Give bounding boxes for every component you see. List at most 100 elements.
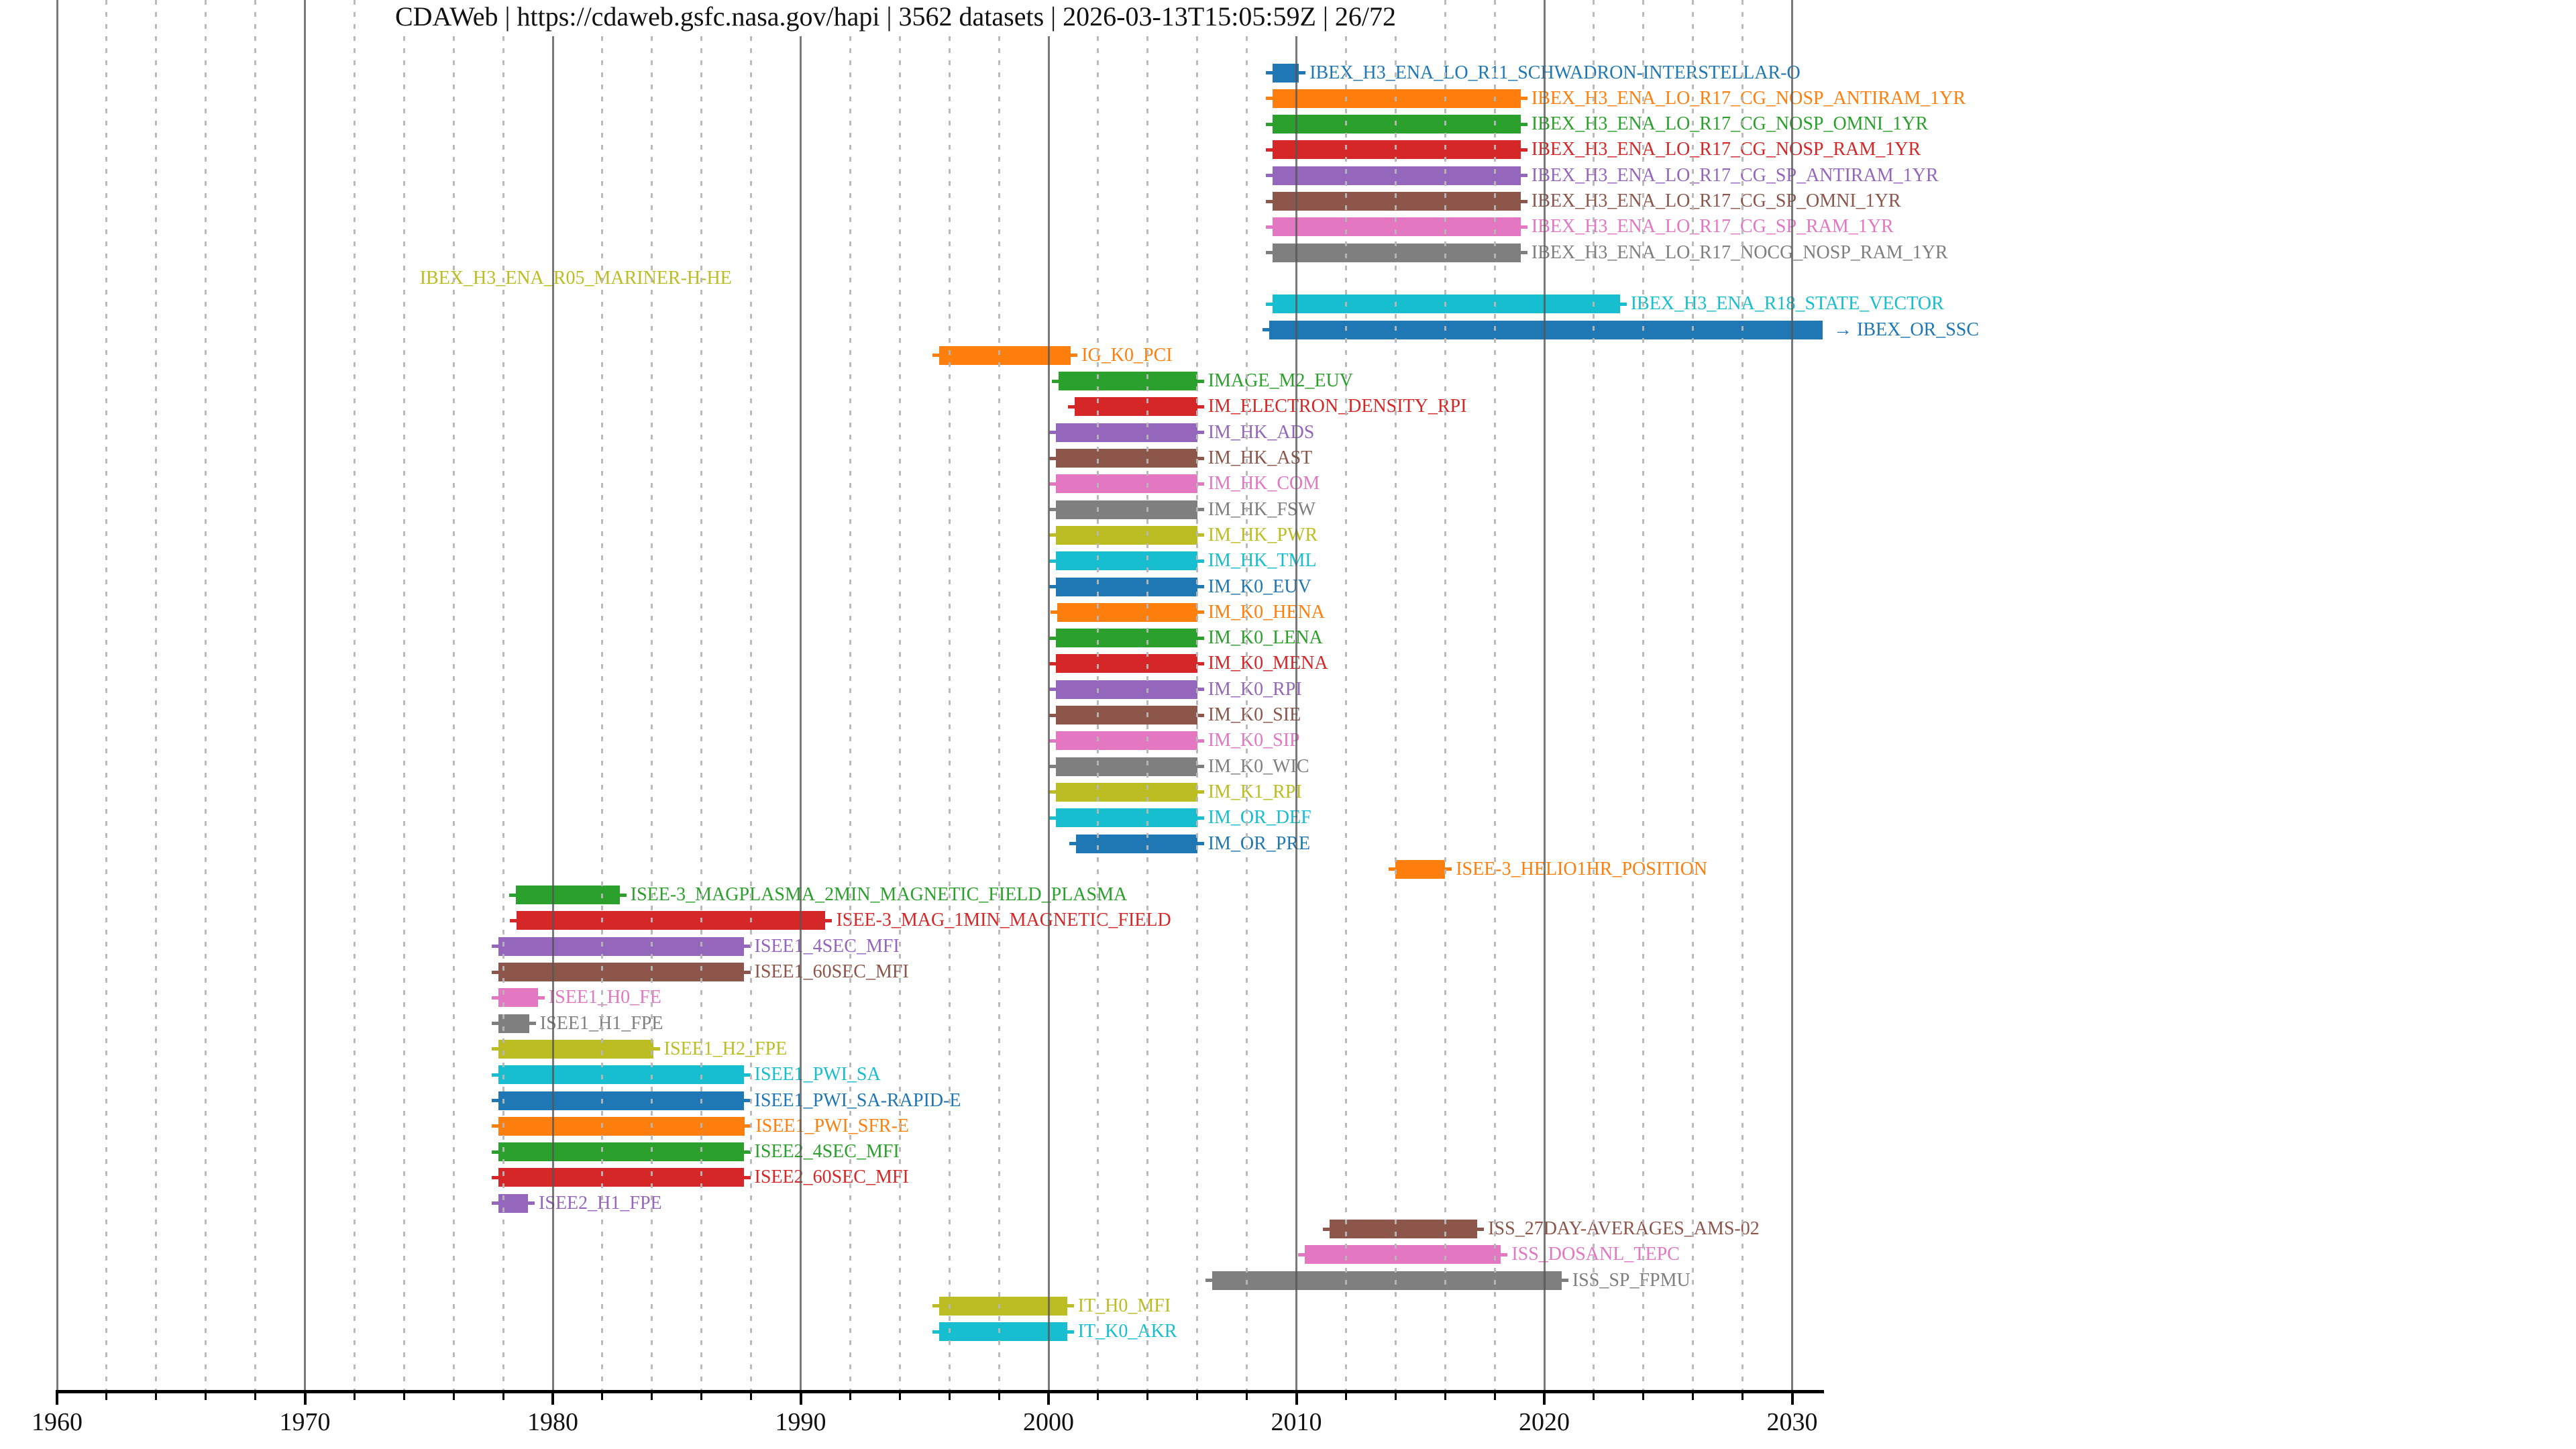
gridline-minor bbox=[1196, 0, 1199, 1390]
coverage-bar bbox=[1056, 782, 1197, 802]
dataset-label: IM_OR_PRE bbox=[1208, 833, 1311, 854]
dataset-label: IM_HK_AST bbox=[1208, 447, 1313, 468]
coverage-bar bbox=[1056, 731, 1197, 751]
dataset-label: ISEE1_H2_FPE bbox=[663, 1038, 788, 1059]
dataset-label: IM_K0_LENA bbox=[1208, 627, 1323, 649]
dataset-label: ISEE2_H1_FPE bbox=[539, 1192, 662, 1214]
dataset-label: IBEX_H3_ENA_LO_R17_CG_SP_RAM_1YR bbox=[1531, 216, 1894, 237]
dataset-label: ISEE1_H0_FE bbox=[548, 987, 661, 1008]
axis-tick-label: 1990 bbox=[775, 1408, 826, 1436]
coverage-bar bbox=[1273, 217, 1521, 237]
gridline-minor bbox=[948, 0, 951, 1390]
coverage-bar bbox=[1395, 859, 1446, 879]
axis-tick-label: 2020 bbox=[1519, 1408, 1570, 1436]
axis-tick-label: 2000 bbox=[1023, 1408, 1074, 1436]
gridline-minor bbox=[898, 0, 901, 1390]
coverage-bar bbox=[498, 1065, 744, 1085]
gridline-minor bbox=[601, 0, 604, 1390]
dataset-label: IM_K0_EUV bbox=[1208, 576, 1311, 597]
dataset-label: ISEE-3_MAG_1MIN_MAGNETIC_FIELD bbox=[836, 910, 1171, 931]
axis-tick-minor bbox=[1642, 1393, 1645, 1400]
gridline-minor bbox=[1493, 0, 1496, 1390]
dataset-label: IBEX_H3_ENA_LO_R17_CG_NOSP_RAM_1YR bbox=[1531, 139, 1921, 160]
coverage-bar bbox=[939, 345, 1071, 365]
gridline-major bbox=[1791, 0, 1793, 1390]
gridline-minor bbox=[1344, 0, 1347, 1390]
gridline-minor bbox=[1146, 0, 1149, 1390]
gridline-minor bbox=[254, 0, 257, 1390]
coverage-bar bbox=[1273, 192, 1521, 211]
axis-tick-minor bbox=[205, 1393, 207, 1400]
axis-tick-minor bbox=[1593, 1393, 1595, 1400]
coverage-bar bbox=[1273, 166, 1521, 185]
dataset-label: ISEE1_4SEC_MFI bbox=[754, 935, 900, 957]
gridline-minor bbox=[651, 0, 653, 1390]
dataset-label: IBEX_H3_ENA_R05_MARINER-H-HE bbox=[419, 267, 732, 288]
coverage-bar bbox=[1058, 372, 1197, 391]
axis-tick-minor bbox=[1196, 1393, 1199, 1400]
coverage-bar bbox=[498, 1142, 744, 1162]
coverage-bar bbox=[1269, 320, 1823, 339]
dataset-label: IM_HK_PWR bbox=[1208, 524, 1318, 545]
coverage-bar bbox=[498, 1116, 745, 1136]
dataset-label: ISEE1_PWI_SFR-E bbox=[755, 1115, 910, 1136]
axis-tick-minor bbox=[1444, 1393, 1446, 1400]
axis-tick-major bbox=[303, 1393, 307, 1405]
dataset-label: ISEE2_60SEC_MFI bbox=[754, 1167, 909, 1188]
gridline-minor bbox=[849, 0, 851, 1390]
coverage-bar bbox=[1056, 577, 1197, 596]
axis-tick-major bbox=[1047, 1393, 1050, 1405]
axis-tick-minor bbox=[651, 1393, 653, 1400]
gridline-minor bbox=[155, 0, 158, 1390]
coverage-bar bbox=[517, 911, 826, 930]
gridline-minor bbox=[402, 0, 405, 1390]
axis-tick-minor bbox=[1394, 1393, 1397, 1400]
axis-tick-minor bbox=[105, 1393, 108, 1400]
axis-tick-major bbox=[1790, 1393, 1794, 1405]
coverage-bar bbox=[1273, 140, 1521, 160]
gridline-minor bbox=[105, 0, 108, 1390]
coverage-bar bbox=[1273, 243, 1521, 262]
coverage-bar bbox=[1056, 629, 1197, 648]
coverage-bar bbox=[939, 1296, 1067, 1316]
gridline-major bbox=[304, 0, 306, 1390]
gridline-major bbox=[1047, 0, 1050, 1390]
gridline-minor bbox=[1593, 0, 1595, 1390]
gridline-major bbox=[800, 0, 802, 1390]
gridline-minor bbox=[205, 0, 207, 1390]
coverage-bar bbox=[1056, 706, 1197, 724]
gridline-minor bbox=[1692, 0, 1695, 1390]
coverage-bar bbox=[1056, 474, 1197, 494]
axis-tick-label: 2010 bbox=[1271, 1408, 1322, 1436]
gridline-major bbox=[551, 0, 554, 1390]
axis-tick-minor bbox=[601, 1393, 604, 1400]
dataset-label: IBEX_H3_ENA_R18_STATE_VECTOR bbox=[1630, 293, 1944, 315]
dataset-label: IBEX_H3_ENA_LO_R17_CG_NOSP_ANTIRAM_1YR bbox=[1531, 87, 1966, 109]
dataset-label: IM_K0_WIC bbox=[1208, 755, 1309, 777]
gridline-minor bbox=[998, 0, 1000, 1390]
gridline-minor bbox=[750, 0, 753, 1390]
gridline-minor bbox=[1394, 0, 1397, 1390]
axis-tick-label: 1960 bbox=[32, 1408, 83, 1436]
chart-title: CDAWeb | https://cdaweb.gsfc.nasa.gov/ha… bbox=[384, 0, 1407, 36]
dataset-label: IBEX_H3_ENA_LO_R17_CG_SP_ANTIRAM_1YR bbox=[1531, 164, 1939, 186]
coverage-bar bbox=[939, 1322, 1067, 1342]
axis-tick-minor bbox=[898, 1393, 901, 1400]
dataset-label: IBEX_H3_ENA_LO_R11_SCHWADRON-INTERSTELLA… bbox=[1309, 62, 1801, 83]
coverage-bar bbox=[1056, 500, 1197, 519]
gridline-minor bbox=[1444, 0, 1446, 1390]
axis-tick-minor bbox=[1146, 1393, 1149, 1400]
axis-tick-minor bbox=[452, 1393, 455, 1400]
coverage-bar bbox=[1057, 602, 1197, 622]
dataset-label: IM_HK_ADS bbox=[1208, 421, 1315, 443]
dataset-label: IBEX_H3_ENA_LO_R17_CG_NOSP_OMNI_1YR bbox=[1531, 113, 1929, 135]
dataset-label: ISS_27DAY-AVERAGES_AMS-02 bbox=[1488, 1218, 1760, 1239]
gridline-major bbox=[1295, 0, 1297, 1390]
axis-tick-minor bbox=[1097, 1393, 1099, 1400]
gridline-minor bbox=[700, 0, 703, 1390]
axis-tick-major bbox=[799, 1393, 802, 1405]
coverage-bar bbox=[1212, 1271, 1562, 1290]
axis-tick-major bbox=[551, 1393, 554, 1405]
coverage-bar bbox=[498, 1039, 653, 1059]
axis-tick-minor bbox=[155, 1393, 158, 1400]
